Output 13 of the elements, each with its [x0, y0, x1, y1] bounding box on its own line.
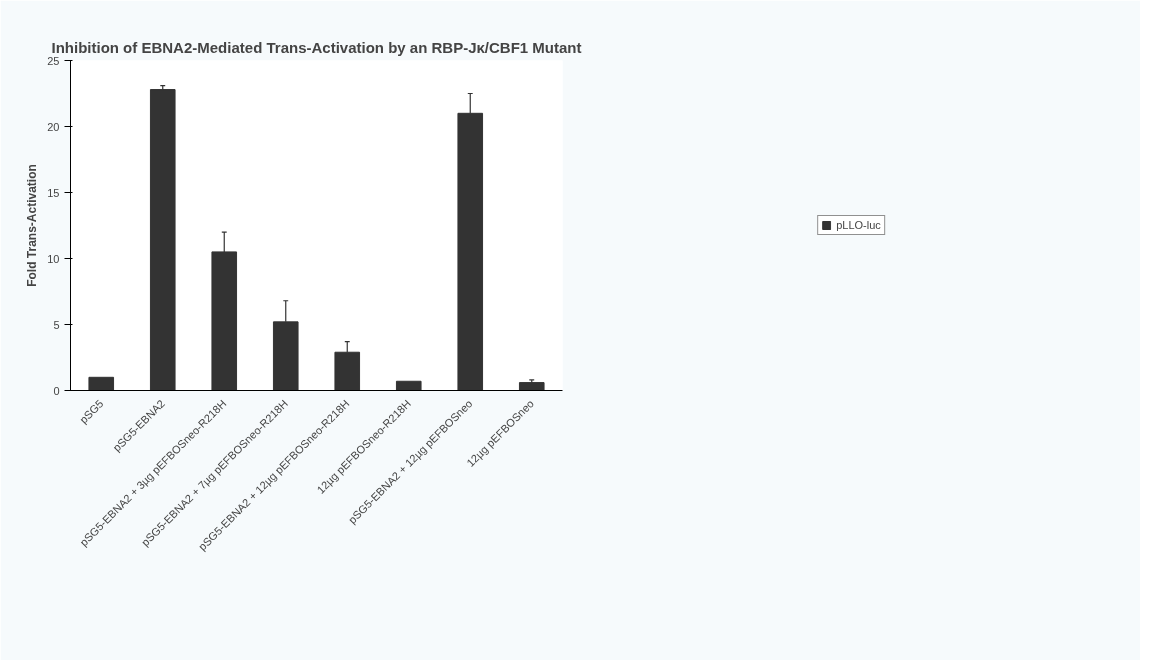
bar — [518, 382, 545, 391]
chart-title: Inhibition of EBNA2-Mediated Trans-Activation by an RBP-Jκ/CBF1 Mutant — [51, 38, 582, 56]
bar — [395, 380, 422, 391]
legend-label: pLLO-luc — [836, 219, 881, 231]
y-axis-title: Fold Trans-Activation — [25, 164, 40, 287]
bar — [88, 376, 115, 391]
y-tick-label: 25 — [47, 54, 60, 67]
y-tick-label: 0 — [53, 384, 60, 397]
y-tick-label: 20 — [47, 120, 60, 133]
y-tick-label: 15 — [47, 186, 60, 199]
bar — [149, 89, 176, 391]
y-tick-label: 5 — [53, 318, 60, 331]
y-tick-label: 10 — [47, 252, 60, 265]
